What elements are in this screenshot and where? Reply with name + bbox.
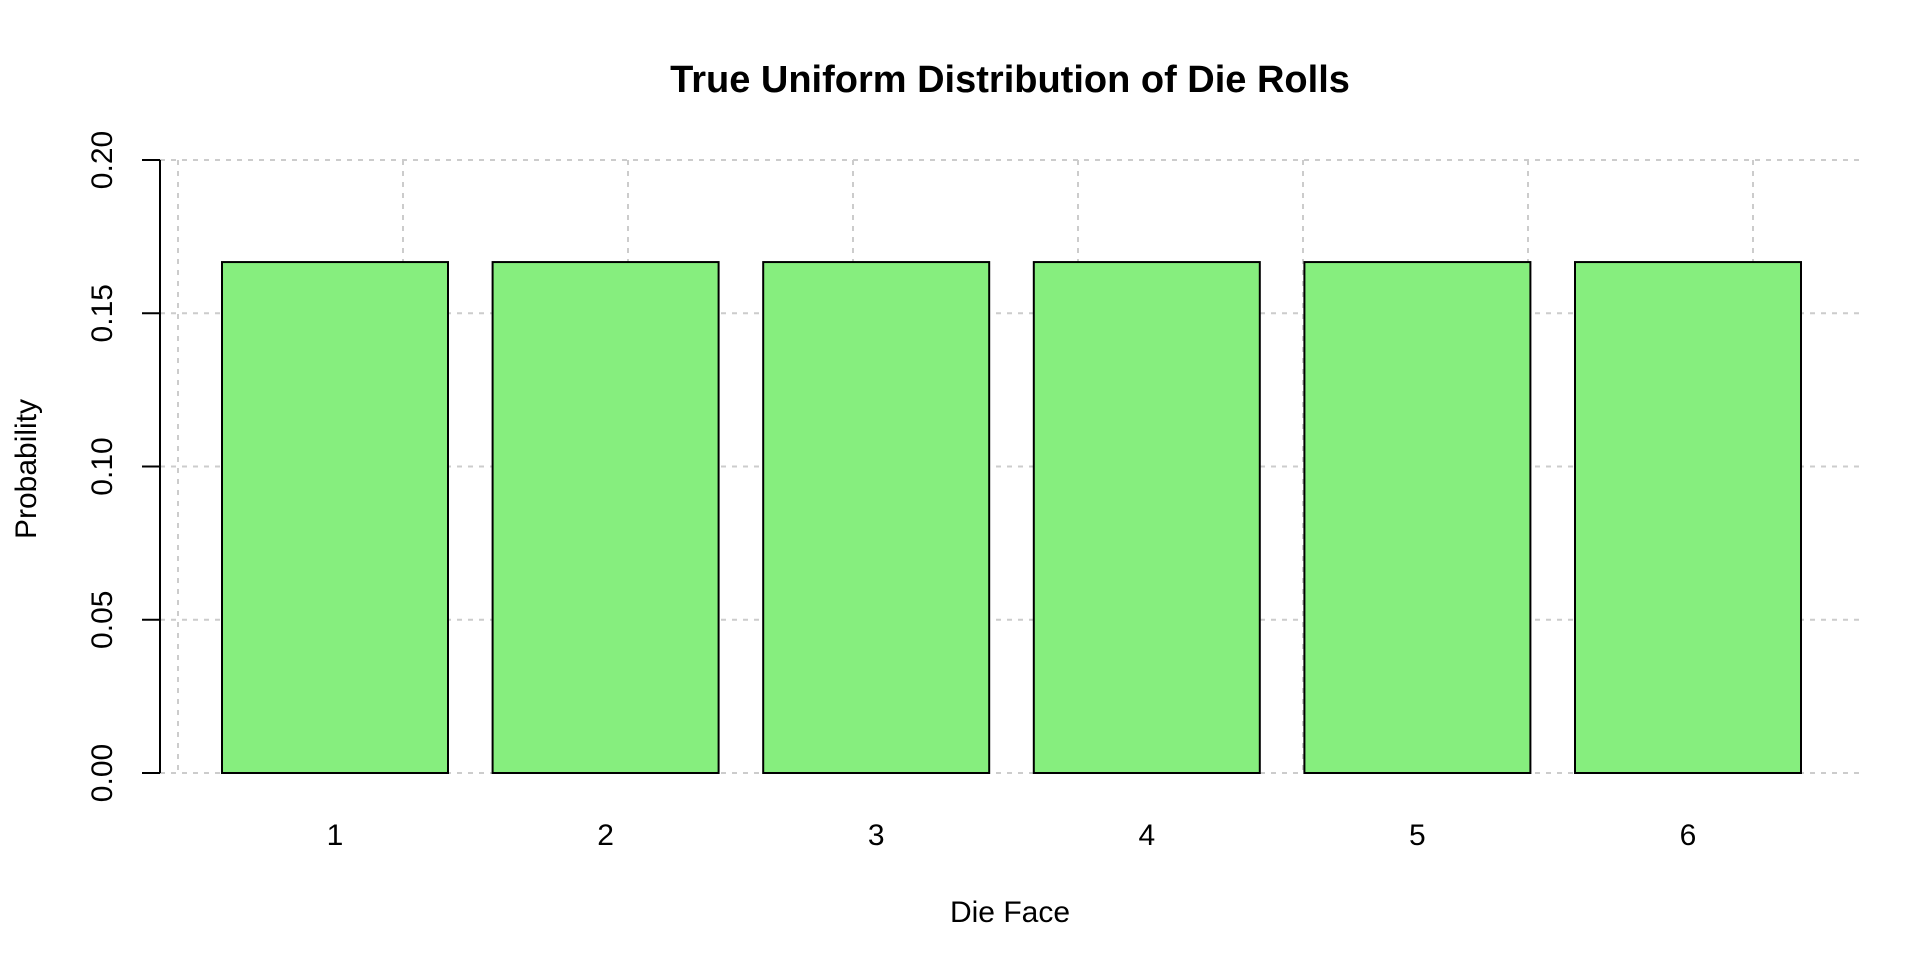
y-tick-label: 0.00	[86, 744, 119, 802]
bar-face-5	[1303, 261, 1532, 774]
y-tick-label: 0.10	[86, 437, 119, 495]
x-tick-label: 5	[1409, 819, 1426, 852]
y-tick-label: 0.20	[86, 131, 119, 189]
chart-title: True Uniform Distribution of Die Rolls	[670, 59, 1350, 101]
x-axis-label: Die Face	[950, 896, 1070, 929]
x-tick-label: 3	[868, 819, 885, 852]
y-axis-label: Probability	[10, 399, 43, 539]
x-tick-label: 2	[597, 819, 614, 852]
x-tick-labels: 1 2 3 4 5 6	[327, 819, 1697, 852]
x-tick-label: 4	[1138, 819, 1155, 852]
bar-face-3	[762, 261, 991, 774]
bars	[221, 261, 1802, 774]
bar-face-4	[1032, 261, 1261, 774]
bar-face-6	[1574, 261, 1802, 774]
bar-face-1	[221, 261, 449, 774]
bar-face-2	[491, 261, 720, 774]
y-tick-label: 0.15	[86, 284, 119, 342]
y-axis: 0.00 0.05 0.10 0.15 0.20	[86, 131, 161, 802]
x-tick-label: 1	[327, 819, 344, 852]
x-tick-label: 6	[1680, 819, 1697, 852]
y-tick-label: 0.05	[86, 591, 119, 649]
